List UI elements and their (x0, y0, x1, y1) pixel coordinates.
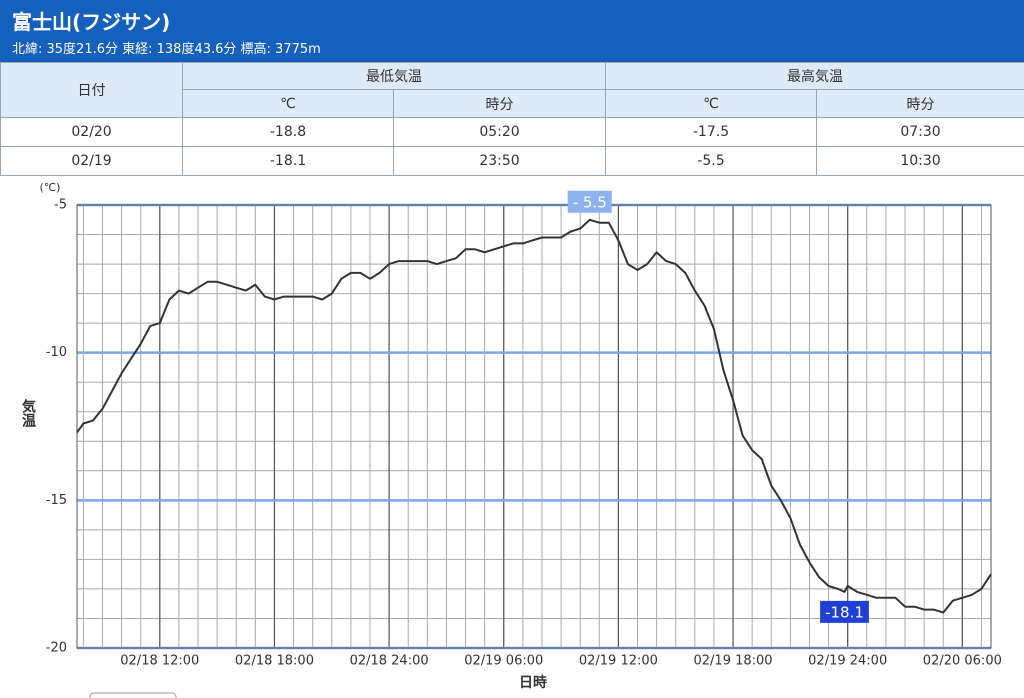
x-tick-label: 02/19 18:00 (694, 654, 773, 669)
plot-frame (76, 204, 992, 649)
y-tick-label: -10 (46, 345, 67, 360)
y-tick-label: -20 (46, 641, 67, 656)
annotation-label: - 5.5 (573, 193, 607, 211)
subcolumn-header: ℃ (605, 89, 817, 118)
x-tick-label: 02/19 24:00 (808, 654, 887, 669)
cell: -18.1 (182, 146, 394, 176)
cell: 23:50 (393, 146, 606, 176)
x-tick-label: 02/18 12:00 (120, 654, 199, 669)
chart: (℃) 気温 日時 02/18 12:00 02/18 18:00 02/18 24… (20, 181, 1002, 698)
x-tick-label: 02/18 18:00 (235, 654, 314, 669)
subcolumn-header: 時分 (816, 89, 1024, 118)
x-tick-label: 02/18 24:00 (350, 654, 429, 669)
cell: -17.5 (605, 117, 817, 147)
y-tick-label: -15 (46, 493, 67, 508)
annotation-box (820, 600, 869, 623)
subcolumn-header: ℃ (182, 89, 394, 118)
annotation-box (567, 190, 612, 213)
cell: 02/19 (0, 146, 183, 176)
cell: 05:20 (393, 117, 606, 147)
header: 富士山(フジサン) 北緯: 35度21.6分 東経: 138度43.6分 標高:… (0, 0, 1024, 62)
cell: 10:30 (816, 146, 1024, 176)
subcolumn-header: 時分 (393, 89, 606, 118)
x-tick-label: 02/20 06:00 (923, 654, 1002, 669)
y-unit: (℃) (40, 181, 61, 194)
summary-table: 日付 最低気温 最高気温 ℃ 時分 ℃ 時分 02/20 -18.8 05:20… (0, 62, 1024, 176)
cell: -18.8 (182, 117, 394, 147)
x-tick-label: 02/19 12:00 (579, 654, 658, 669)
button-edge (89, 692, 177, 698)
cell: 02/20 (0, 117, 183, 147)
station-info: 北緯: 35度21.6分 東経: 138度43.6分 標高: 3775m (12, 42, 321, 57)
cell: -5.5 (605, 146, 817, 176)
annotation-label: -18.1 (825, 603, 864, 621)
temperature-line (76, 218, 992, 614)
x-axis-title: 日時 (519, 674, 547, 691)
grid (77, 203, 991, 650)
cell: 07:30 (816, 117, 1024, 147)
column-header: 最低気温 (182, 62, 606, 90)
column-header: 日付 (0, 62, 183, 118)
x-tick-label: 02/19 06:00 (464, 654, 543, 669)
y-axis-title: 気温 (20, 398, 36, 427)
column-header: 最高気温 (605, 62, 1024, 90)
y-tick-label: -5 (54, 198, 67, 213)
station-title: 富士山(フジサン) (12, 10, 171, 34)
